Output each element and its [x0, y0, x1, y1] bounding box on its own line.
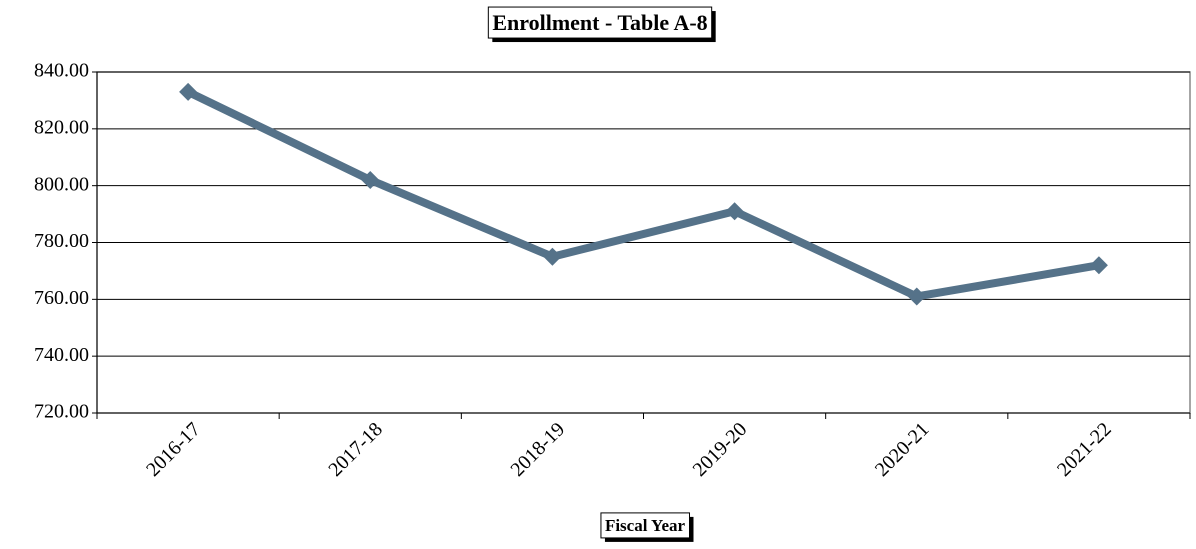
- marker: [543, 247, 562, 266]
- x-tick-label: 2020-21: [871, 418, 934, 481]
- x-axis-title-box: Fiscal Year: [600, 512, 694, 542]
- y-tick-label: 720.00: [34, 401, 89, 423]
- series-line: [186, 88, 1100, 301]
- y-tick-label: 820.00: [34, 116, 89, 138]
- y-tick-label: 740.00: [34, 344, 89, 366]
- x-tick-label: 2019-20: [689, 418, 752, 481]
- box: [487, 6, 713, 39]
- marker: [1089, 256, 1108, 275]
- x-tick-label: 2017-18: [324, 418, 387, 481]
- marker: [179, 82, 198, 101]
- marker: [725, 202, 744, 221]
- chart-title: Enrollment - Table A-8: [492, 10, 707, 35]
- y-tick-label: 800.00: [34, 173, 89, 195]
- y-tick-label: 840.00: [34, 60, 89, 82]
- y-tick-label: 780.00: [34, 230, 89, 252]
- x-tick-label: 2018-19: [507, 418, 570, 481]
- x-axis-title: Fiscal Year: [605, 516, 686, 535]
- box: [600, 512, 690, 539]
- marker: [907, 287, 926, 306]
- y-tick-label: 760.00: [34, 287, 89, 309]
- x-tick-label: 2021-22: [1053, 418, 1116, 481]
- title-box: Enrollment - Table A-8: [487, 6, 716, 43]
- x-tick-label: 2016-17: [142, 418, 205, 481]
- marker: [361, 170, 380, 189]
